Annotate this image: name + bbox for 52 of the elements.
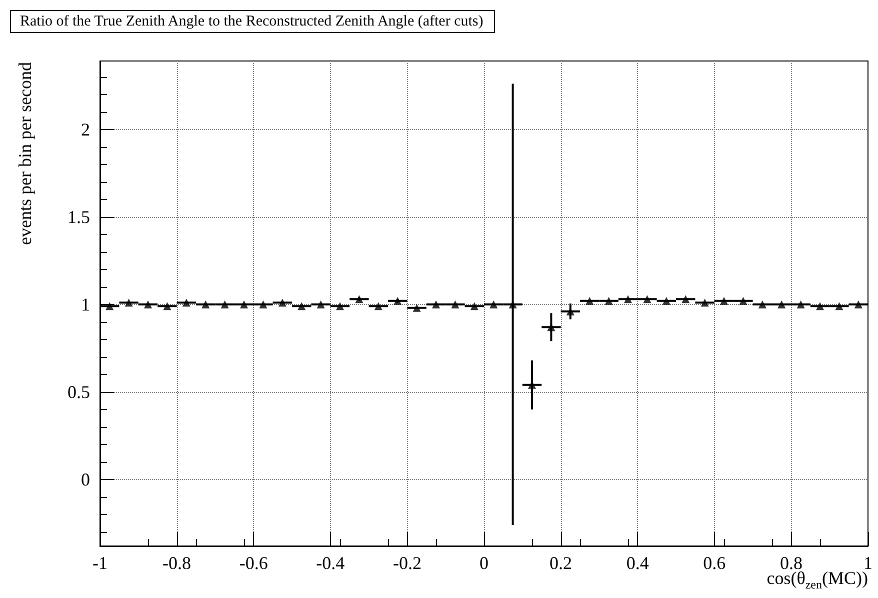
point [432,300,440,308]
x-tick-label: -1 [92,553,108,573]
chart-title: Ratio of the True Zenith Angle to the Reconstructed Zenith Angle (after cuts) [20,14,484,30]
point [490,300,498,308]
point [700,298,709,307]
point [355,295,364,304]
x-tick-label: 0.6 [703,553,726,573]
x-tick-label: -0.8 [162,553,192,573]
y-tick-label: 1 [81,294,90,314]
point [336,302,344,310]
point [374,302,382,310]
point [682,295,690,304]
point [643,295,652,304]
point [758,300,766,308]
point [778,300,786,308]
point [278,298,286,307]
point [259,300,268,308]
point [604,296,613,305]
point [394,296,402,305]
y-tick-label: 2 [81,119,90,140]
y-axis-title: events per bin per second [15,62,35,245]
point [220,300,229,308]
point [298,302,306,310]
point [163,302,172,310]
point [412,304,421,312]
y-tick-label: 0.5 [68,382,90,402]
point [470,302,478,310]
point [662,296,670,305]
x-tick-label: -0.6 [239,553,268,573]
point [586,296,594,305]
x-tick-label: -0.2 [392,553,422,573]
x-tick-label: 0.4 [626,553,649,573]
y-tick-label: 1.5 [68,206,90,227]
point [182,298,190,307]
point [796,300,805,308]
x-tick-label: 0 [480,553,488,573]
point [106,302,114,310]
point [202,300,210,308]
point [739,296,748,305]
point [854,300,862,308]
point [835,302,844,310]
point [816,302,824,310]
point [144,300,152,308]
point [720,296,728,305]
x-tick-label: -0.4 [316,553,345,573]
point [451,300,460,308]
y-tick-label: 0 [81,469,90,490]
point [124,298,133,307]
point [316,300,325,308]
point [240,300,248,308]
x-tick-label: 0.2 [550,553,572,573]
point [624,295,632,304]
